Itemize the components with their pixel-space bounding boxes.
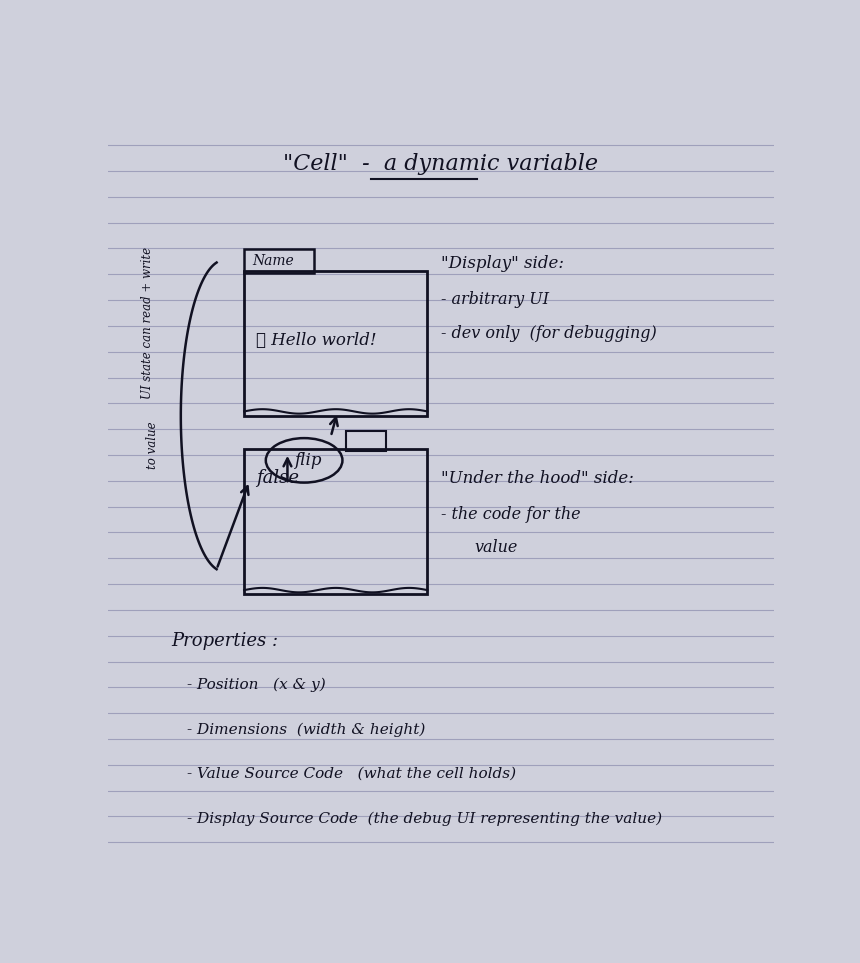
Text: - Display Source Code  (the debug UI representing the value): - Display Source Code (the debug UI repr… <box>187 811 662 825</box>
Text: Name: Name <box>252 254 294 268</box>
Text: Properties :: Properties : <box>171 632 278 650</box>
Bar <box>244 249 314 273</box>
Text: "Cell"  -  a dynamic variable: "Cell" - a dynamic variable <box>283 153 599 174</box>
Text: "Display" side:: "Display" side: <box>440 255 564 273</box>
Text: ☑ Hello world!: ☑ Hello world! <box>256 332 377 350</box>
Text: - dev only  (for debugging): - dev only (for debugging) <box>440 325 656 342</box>
Text: "Under the hood" side:: "Under the hood" side: <box>440 470 634 487</box>
Text: - the code for the: - the code for the <box>440 506 580 523</box>
Bar <box>346 431 386 451</box>
Text: - Position   (x & y): - Position (x & y) <box>187 678 326 692</box>
Text: UI state can read + write: UI state can read + write <box>141 247 154 400</box>
Text: flip: flip <box>294 452 321 469</box>
Text: to value: to value <box>146 422 159 469</box>
Bar <box>244 272 427 416</box>
Text: - Dimensions  (width & height): - Dimensions (width & height) <box>187 722 426 737</box>
Text: false: false <box>256 469 299 487</box>
Text: - arbitrary UI: - arbitrary UI <box>440 291 549 308</box>
Text: value: value <box>474 538 518 556</box>
Text: - Value Source Code   (what the cell holds): - Value Source Code (what the cell holds… <box>187 767 517 781</box>
Bar <box>244 449 427 594</box>
